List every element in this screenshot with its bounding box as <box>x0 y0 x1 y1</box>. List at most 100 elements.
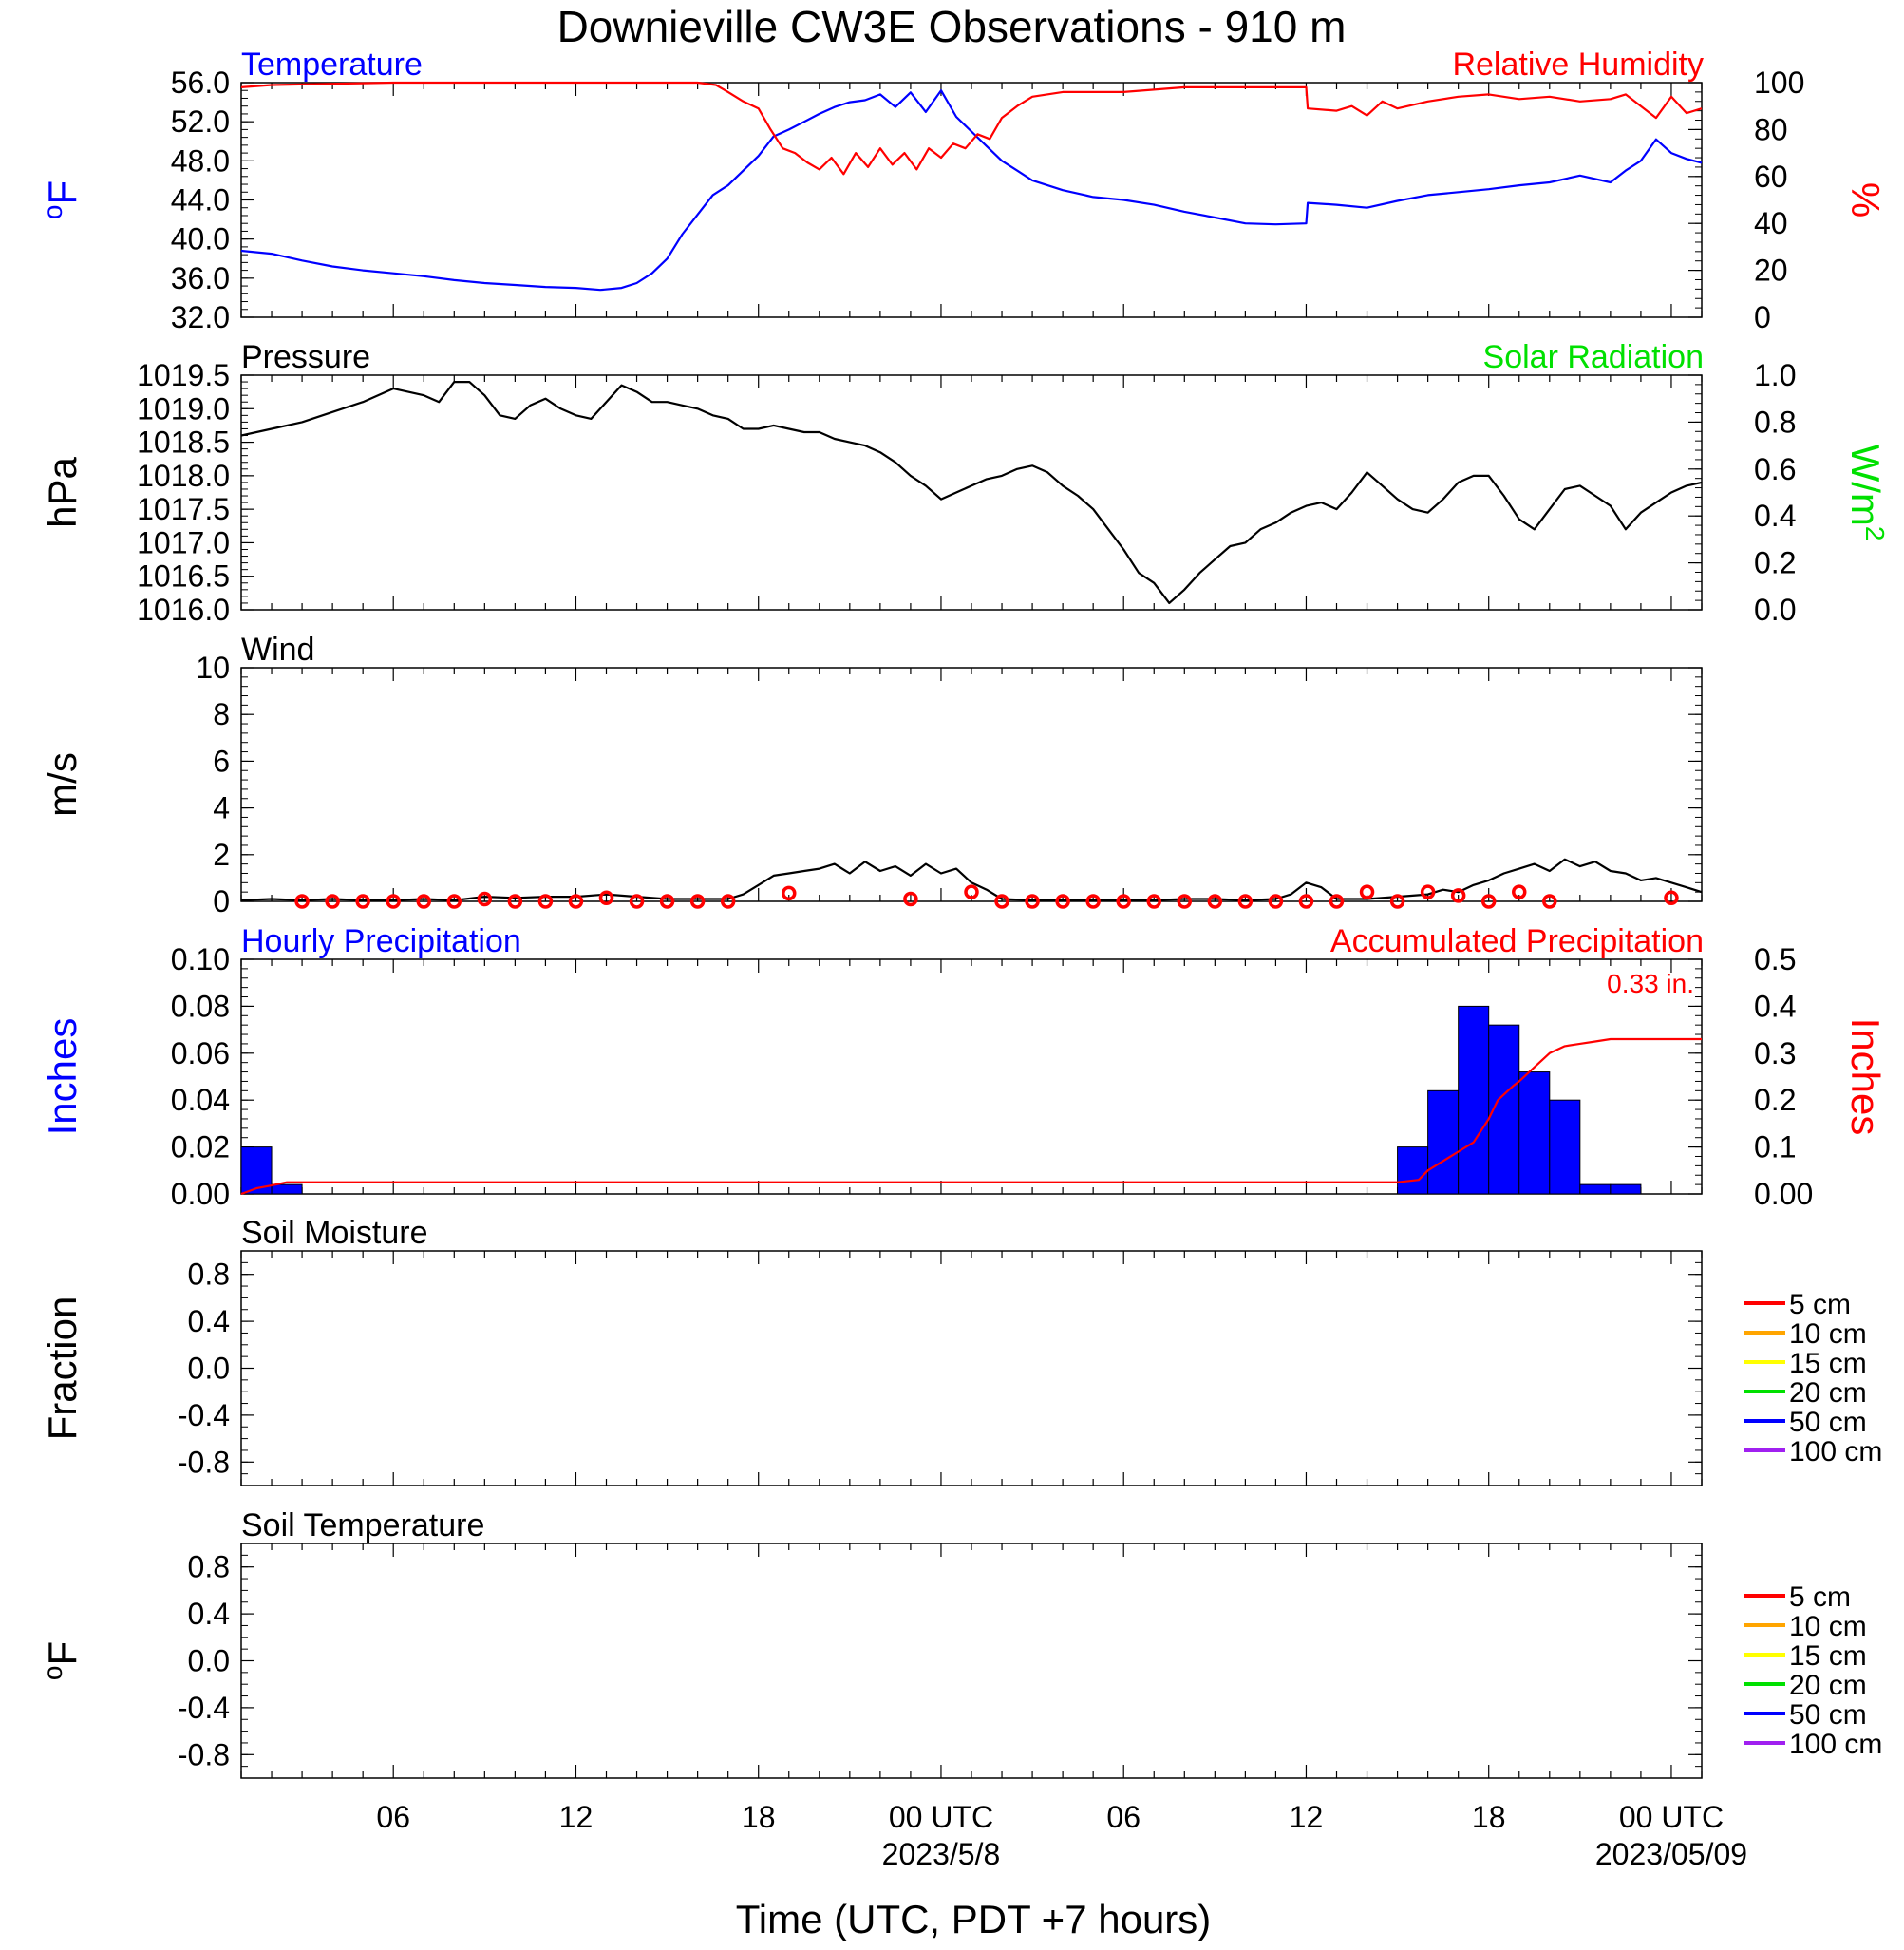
y-tick-label-left: 1017.5 <box>137 492 230 526</box>
wind-barb-calm-circle <box>1389 894 1405 909</box>
x-tick-label: 06 <box>1106 1800 1141 1834</box>
y-tick-label-left: 0.00 <box>171 1177 230 1211</box>
series-line-accumulated-precipitation <box>240 1037 1702 1196</box>
panel-title-left: Wind <box>241 632 314 668</box>
precip-bar <box>271 1183 303 1195</box>
x-tick-label: 00 UTC <box>1619 1800 1724 1834</box>
y-tick-label-left: 52.0 <box>171 104 230 139</box>
y-tick-label-left: 56.0 <box>171 66 230 100</box>
y-axis-label-left: oF <box>38 180 85 219</box>
y-axis-label-left: Inches <box>40 1018 85 1136</box>
panel-title-right: Relative Humidity <box>1452 47 1704 83</box>
legend-label: 50 cm <box>1789 1699 1867 1731</box>
y-tick-label-left: 0 <box>213 884 230 918</box>
y-tick-label-left: 1019.5 <box>137 358 230 392</box>
wind-barb-calm-circle <box>294 894 310 909</box>
y-tick-label-left: 36.0 <box>171 261 230 295</box>
panel-title-right: Accumulated Precipitation <box>1330 923 1704 959</box>
y-tick-label-right: 0 <box>1754 300 1771 334</box>
y-tick-label-right: 40 <box>1754 206 1788 240</box>
legend-label: 15 cm <box>1789 1348 1867 1379</box>
wind-barb-calm-circle <box>355 894 370 909</box>
panel-title-left: Hourly Precipitation <box>241 923 521 959</box>
wind-barb-calm-circle <box>1207 894 1223 909</box>
y-tick-label-left: 6 <box>213 744 230 778</box>
y-tick-label-left: 32.0 <box>171 300 230 334</box>
wind-barb-calm-circle <box>689 894 706 909</box>
y-tick-label-right: 20 <box>1754 254 1788 288</box>
y-tick-label-right: 0.0 <box>1754 593 1796 627</box>
wind-barb-calm-circle <box>507 894 523 909</box>
plot-frame <box>240 667 1703 902</box>
y-tick-label-left: 0.8 <box>188 1258 230 1292</box>
y-axis-label-right: W/m2 <box>1843 445 1891 541</box>
y-tick-label-left: 44.0 <box>171 183 230 218</box>
y-tick-label-right: 1.0 <box>1754 358 1796 392</box>
y-tick-label-left: 0.10 <box>171 942 230 976</box>
y-tick-label-left: 0.4 <box>188 1304 230 1338</box>
precip-bar <box>1518 1071 1551 1195</box>
wind-barb-calm-circle <box>1450 888 1466 903</box>
y-tick-label-left: 0.02 <box>171 1130 230 1164</box>
wind-barb-calm-circle <box>903 891 918 907</box>
y-tick-label-left: 40.0 <box>171 222 230 256</box>
precip-bar <box>1458 1005 1490 1195</box>
series-line-pressure <box>240 381 1703 605</box>
wind-barb-calm-circle <box>1055 894 1070 909</box>
x-tick-label: 18 <box>1472 1800 1506 1834</box>
panel-title-right: Solar Radiation <box>1483 339 1704 375</box>
wind-barb-calm-circle <box>1329 894 1345 909</box>
panel-3: 0 2 4 6 8 10 Wind m/s <box>40 632 1703 918</box>
legend-label: 100 cm <box>1789 1729 1882 1760</box>
precip-bar <box>1427 1089 1460 1195</box>
wind-barb-calm-circle <box>1542 894 1557 909</box>
y-tick-label-right: 0.2 <box>1754 1083 1796 1117</box>
wind-barb-calm-circle <box>1237 894 1254 909</box>
series-line-wind <box>240 858 1703 901</box>
y-tick-label-left: 4 <box>213 791 230 825</box>
y-tick-label-left: -0.8 <box>178 1445 230 1479</box>
legend-label: 5 cm <box>1789 1581 1851 1613</box>
y-axis-label-right: Inches <box>1843 1018 1888 1136</box>
series-line-relative-humidity <box>240 81 1703 176</box>
y-tick-label-left: 0.04 <box>171 1083 230 1117</box>
wind-barb-calm-circle <box>325 894 340 909</box>
precip-bar <box>1549 1099 1581 1195</box>
wind-barb-calm-circle <box>386 894 401 909</box>
wind-barb-calm-circle <box>720 894 736 909</box>
y-tick-label-left: 2 <box>213 838 230 872</box>
y-tick-label-right: 0.5 <box>1754 942 1796 976</box>
wind-barb-calm-circle <box>1025 894 1040 909</box>
y-tick-label-left: 1019.0 <box>137 391 230 426</box>
series-line-temperature <box>240 89 1703 292</box>
y-tick-label-left: 0.06 <box>171 1036 230 1070</box>
plot-frame <box>240 82 1703 318</box>
y-tick-label-right: 100 <box>1754 66 1804 100</box>
y-tick-label-right: 0.3 <box>1754 1036 1796 1070</box>
y-tick-label-left: 0.8 <box>188 1550 230 1584</box>
y-tick-label-right: 60 <box>1754 160 1788 194</box>
y-tick-label-right: 0.2 <box>1754 546 1796 580</box>
chart-title: Downieville CW3E Observations - 910 m <box>557 2 1347 51</box>
legend-label: 20 cm <box>1789 1670 1867 1701</box>
wind-barb-calm-circle <box>416 894 431 909</box>
wind-barb-calm-circle <box>1480 894 1497 909</box>
plot-frame <box>240 1543 1703 1779</box>
y-axis-label-left: m/s <box>40 752 85 817</box>
x-tick-label: 00 UTC <box>889 1800 993 1834</box>
wind-barb-calm-circle <box>1420 884 1436 899</box>
x-tick-date-label: 2023/5/8 <box>882 1837 1001 1871</box>
precip-bar <box>1579 1183 1612 1195</box>
precip-bar <box>1610 1183 1642 1195</box>
wind-barb-calm-circle <box>1359 884 1375 899</box>
y-axis-label-left: hPa <box>40 456 85 527</box>
wind-barb-calm-circle <box>477 891 493 907</box>
y-tick-label-left: -0.4 <box>178 1398 230 1432</box>
legend-label: 50 cm <box>1789 1407 1867 1438</box>
wind-barb-calm-circle <box>1664 890 1679 906</box>
y-tick-label-left: 10 <box>196 651 230 685</box>
wind-barb-calm-circle <box>1085 894 1101 909</box>
wind-barb-calm-circle <box>1116 894 1131 909</box>
wind-barb-calm-circle <box>994 894 1009 909</box>
